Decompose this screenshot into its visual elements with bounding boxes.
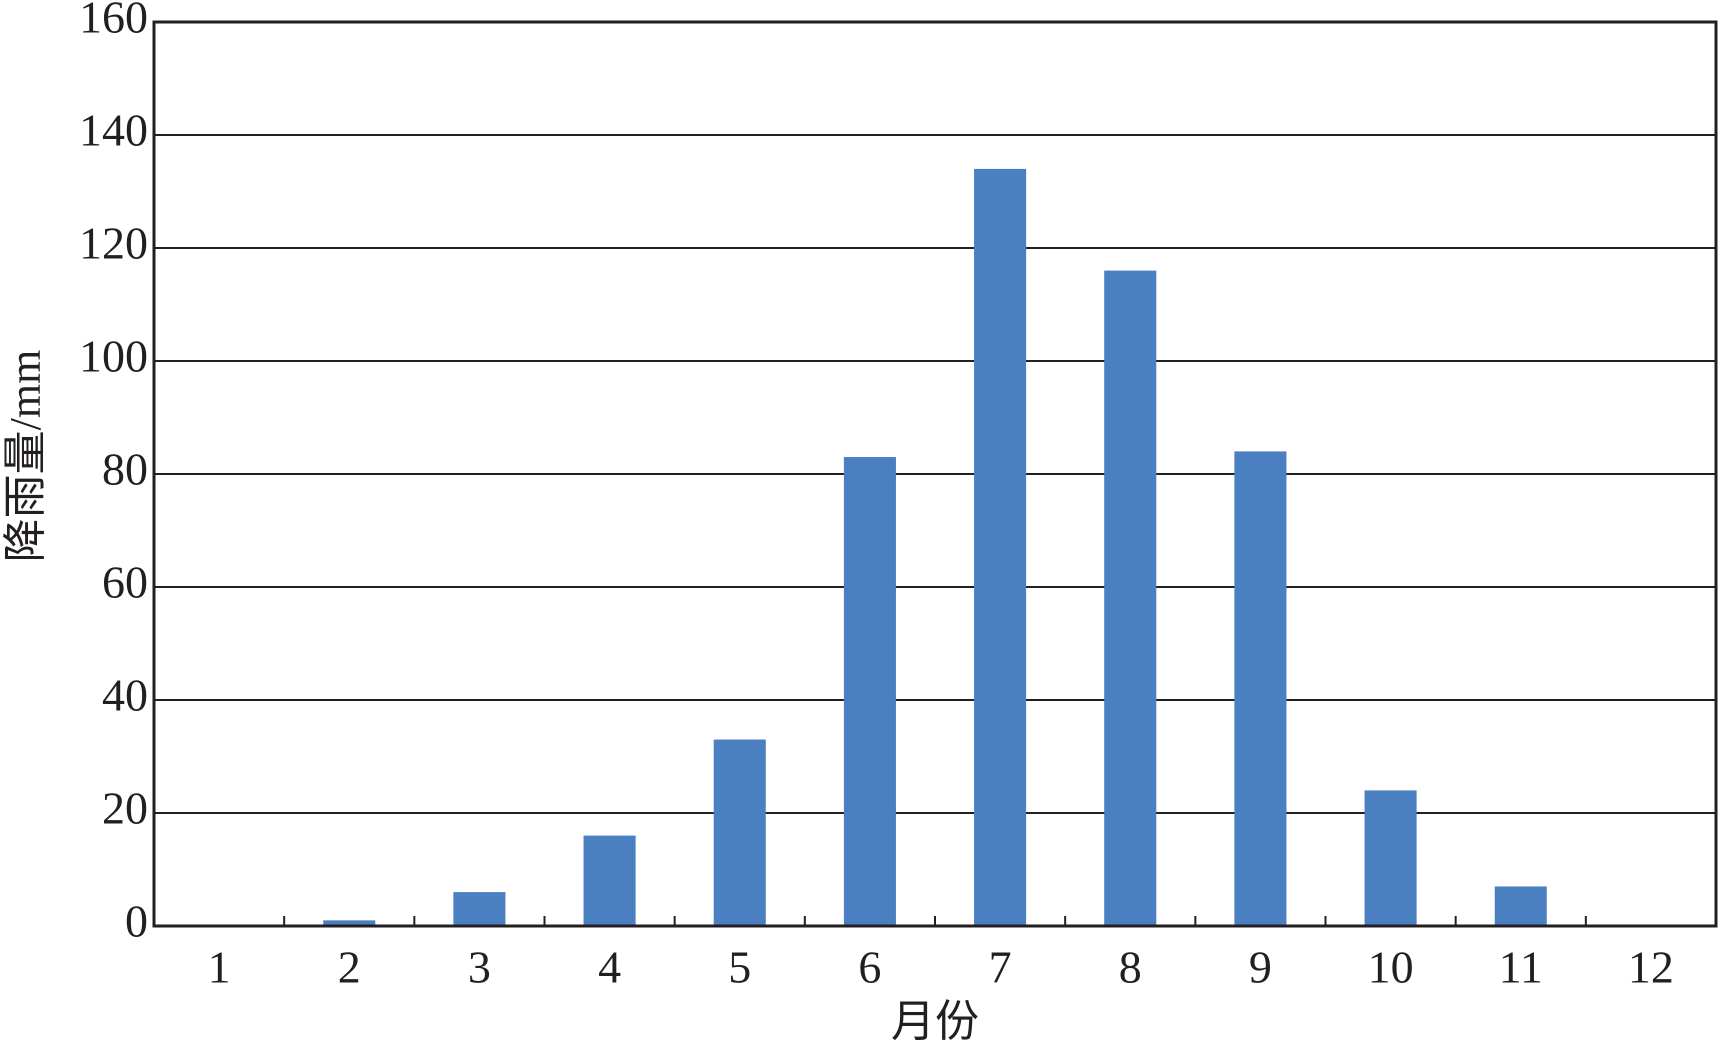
y-tick-label: 80 [102, 444, 148, 495]
bar [1494, 886, 1547, 926]
bar [713, 739, 766, 926]
y-tick-label: 20 [102, 783, 148, 834]
bar [974, 168, 1027, 926]
bar [843, 457, 896, 926]
y-tick-label: 60 [102, 557, 148, 608]
bar [453, 892, 506, 926]
x-tick-label: 6 [858, 942, 881, 993]
x-tick-label: 4 [598, 942, 621, 993]
y-tick-label: 40 [102, 670, 148, 721]
x-tick-label: 10 [1368, 942, 1414, 993]
y-tick-label: 0 [125, 896, 148, 947]
bar [1234, 451, 1287, 926]
y-tick-label: 140 [79, 105, 148, 156]
x-tick-label: 2 [338, 942, 361, 993]
y-tick-label: 100 [79, 331, 148, 382]
x-tick-label: 12 [1628, 942, 1674, 993]
bar [323, 920, 376, 926]
y-axis-title: 降雨量/mm [1, 350, 50, 563]
plot-frame [152, 20, 1718, 928]
bar [583, 835, 636, 926]
x-axis-title: 月份 [891, 997, 979, 1046]
y-tick-label: 160 [79, 0, 148, 43]
x-tick-label: 5 [728, 942, 751, 993]
bar [1364, 790, 1417, 926]
x-tick-label: 1 [208, 942, 231, 993]
x-tick-label: 9 [1249, 942, 1272, 993]
x-tick-label: 3 [468, 942, 491, 993]
bar [1104, 270, 1157, 927]
x-tick-label: 7 [989, 942, 1012, 993]
x-tick-label: 8 [1119, 942, 1142, 993]
x-tick-label: 11 [1499, 942, 1543, 993]
y-tick-label: 120 [79, 218, 148, 269]
